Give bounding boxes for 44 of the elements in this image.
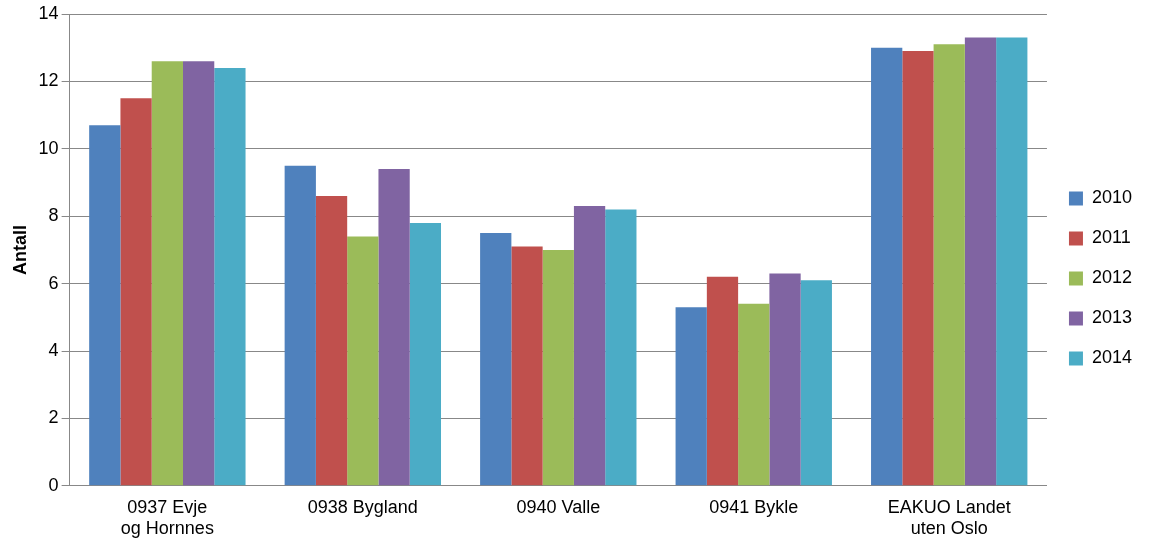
x-tick-label: 0938 Bygland [307, 496, 418, 517]
bar [347, 236, 379, 486]
bar [284, 165, 316, 486]
bar [800, 280, 832, 486]
bar [573, 206, 606, 486]
y-tick-label: 2 [48, 407, 59, 428]
legend-label: 2014 [1091, 347, 1132, 368]
bar [182, 61, 215, 486]
bar [769, 273, 801, 486]
bar [542, 249, 574, 486]
y-tick-label: 4 [48, 339, 59, 360]
y-tick-label: 0 [48, 474, 59, 495]
bar [151, 61, 183, 486]
bar [480, 233, 512, 486]
bar [933, 44, 965, 486]
bar [214, 67, 246, 486]
legend-label: 2012 [1091, 267, 1132, 288]
bar [706, 276, 739, 486]
y-tick-label: 10 [38, 137, 59, 158]
x-tick-label: 0940 Valle [516, 496, 601, 517]
y-tick-label: 8 [48, 205, 59, 226]
bar [605, 209, 637, 486]
y-axis-title: Antall [9, 224, 30, 275]
y-tick-label: 12 [38, 70, 59, 91]
bar [89, 125, 121, 486]
bar [675, 307, 707, 486]
y-tick-label: 14 [38, 2, 59, 23]
bar [964, 37, 997, 486]
legend-label: 2010 [1091, 187, 1132, 208]
bar [996, 37, 1028, 486]
y-tick-label: 6 [48, 272, 59, 293]
x-tick-label: 0941 Bykle [709, 496, 799, 517]
bar [738, 303, 770, 486]
x-tick-label: EAKUO Landet uten Oslo [887, 496, 1011, 539]
bar [315, 195, 348, 486]
bar [378, 169, 410, 486]
bar [871, 47, 903, 486]
bar [902, 51, 934, 486]
bar [511, 246, 543, 486]
legend-label: 2013 [1091, 307, 1132, 328]
legend-label: 2011 [1091, 227, 1131, 248]
bar [120, 98, 152, 486]
x-tick-label: 0937 Evje og Hornnes [120, 496, 214, 539]
bar [409, 222, 442, 486]
